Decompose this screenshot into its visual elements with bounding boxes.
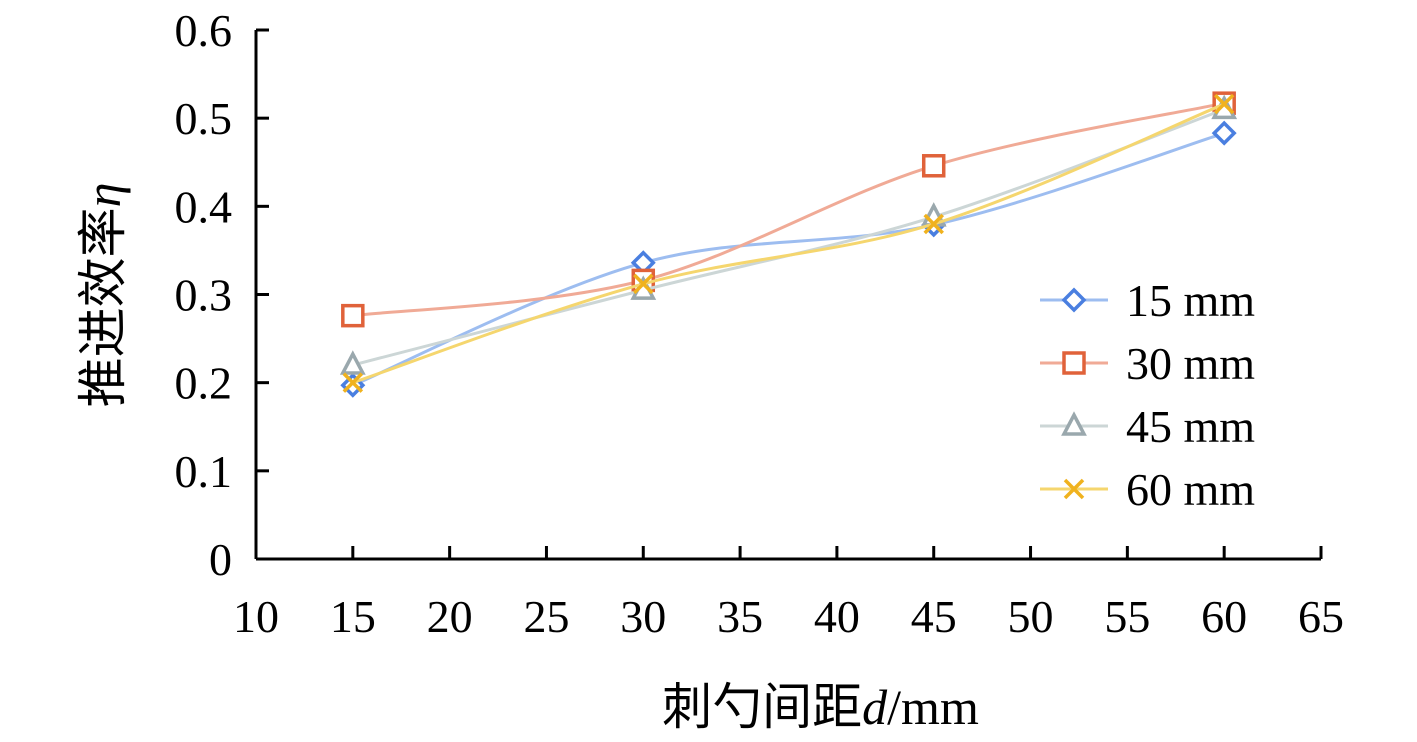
- x-tick-label: 20: [427, 591, 473, 642]
- legend-marker: [1063, 478, 1085, 500]
- y-tick-label: 0.1: [175, 446, 233, 497]
- series-line: [352, 131, 1225, 387]
- x-tick-label: 50: [1008, 591, 1054, 642]
- legend: 15 mm 30 mm 45 mm 60 mm: [1040, 275, 1255, 515]
- legend-marker: [1061, 287, 1087, 313]
- x-tick-label: 10: [233, 591, 279, 642]
- series-3: [339, 94, 1238, 375]
- y-axis-title: 推进效率η: [75, 183, 131, 408]
- y-tick-label: 0.5: [175, 93, 233, 144]
- x-tick-label: 40: [814, 591, 860, 642]
- legend-label: 30 mm: [1126, 338, 1255, 389]
- data-point: [923, 213, 944, 235]
- data-point: [921, 154, 946, 178]
- legend-item: 30 mm: [1040, 338, 1255, 389]
- y-ticks: 0 0.1 0.2 0.3 0.4 0.5 0.6: [175, 5, 269, 585]
- y-tick-label: 0.2: [175, 358, 233, 409]
- y-tick-label: 0: [209, 534, 232, 585]
- x-tick-label: 55: [1104, 591, 1150, 642]
- x-tick-label: 60: [1201, 591, 1247, 642]
- x-axis-title: 刺勺间距d/mm: [662, 679, 979, 735]
- x-tick-label: 30: [620, 591, 666, 642]
- data-point: [633, 273, 654, 295]
- data-point: [340, 372, 366, 398]
- legend-marker: [1062, 351, 1086, 375]
- legend-item: 60 mm: [1040, 464, 1255, 515]
- data-point: [342, 372, 364, 393]
- data-point: [341, 303, 365, 328]
- legend-label: 60 mm: [1126, 464, 1255, 515]
- series-1: [340, 120, 1237, 398]
- x-tick-label: 25: [523, 591, 569, 642]
- y-tick-label: 0.6: [175, 5, 233, 56]
- data-point: [339, 350, 366, 375]
- data-point: [1211, 120, 1237, 146]
- y-tick-label: 0.3: [175, 270, 233, 321]
- series-line: [352, 107, 1225, 367]
- legend-label: 45 mm: [1126, 401, 1255, 452]
- x-tick-label: 35: [717, 591, 763, 642]
- x-tick-label: 65: [1298, 591, 1344, 642]
- data-point: [1213, 93, 1235, 115]
- legend-item: 15 mm: [1040, 275, 1255, 326]
- series-4: [342, 93, 1235, 393]
- x-tick-label: 45: [911, 591, 957, 642]
- series-line: [352, 102, 1225, 385]
- series-layer: [339, 91, 1238, 398]
- legend-marker: [1061, 411, 1087, 436]
- series-line: [352, 101, 1225, 318]
- x-ticks: 10 15 20 25 30 35 40 45 50 55 60 65: [233, 546, 1344, 642]
- x-tick-label: 15: [330, 591, 376, 642]
- legend-label: 15 mm: [1126, 275, 1255, 326]
- y-tick-label: 0.4: [175, 181, 233, 232]
- series-2: [341, 91, 1236, 328]
- legend-item: 45 mm: [1040, 401, 1255, 452]
